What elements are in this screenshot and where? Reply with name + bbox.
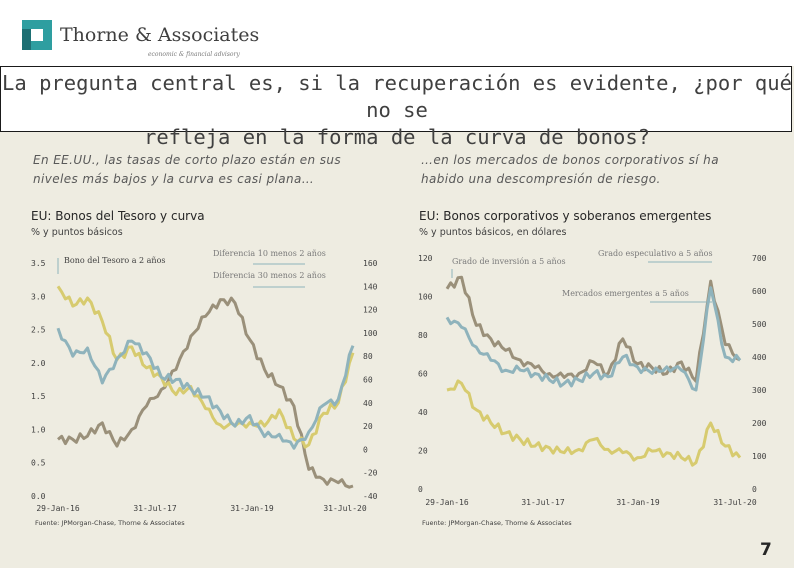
left-commentary: En EE.UU., las tasas de corto plazo está… [33, 151, 341, 189]
y-left-tick-label: 3.0 [31, 292, 46, 301]
y-left-tick-label: 80 [418, 331, 428, 340]
y-right-tick-label: 700 [752, 254, 767, 263]
y-right-tick-label: 100 [363, 329, 378, 338]
y-left-tick-label: 60 [418, 370, 428, 379]
right-chart-title: EU: Bonos corporativos y soberanos emerg… [419, 209, 712, 223]
y-left-tick-label: 2.5 [31, 326, 46, 335]
y-left-tick-label: 3.5 [31, 259, 46, 268]
x-tick-label: 31-Jul-17 [133, 504, 177, 513]
y-right-tick-label: 40 [363, 399, 373, 408]
series-label-1: Grado de inversión a 5 años [452, 257, 566, 266]
right-commentary: …en los mercados de bonos corporativos s… [421, 151, 719, 189]
header-band [0, 0, 794, 66]
left-chart-subtitle: % y puntos básicos [31, 227, 123, 238]
left-chart-source: Fuente: JPMorgan-Chase, Thorne & Associa… [35, 519, 185, 527]
x-tick-label: 31-Jan-19 [616, 498, 660, 507]
x-tick-label: 29-Jan-16 [425, 498, 469, 507]
left-commentary-line-2: niveles más bajos y la curva es casi pla… [33, 172, 315, 186]
y-left-tick-label: 20 [418, 447, 428, 456]
y-right-tick-label: -20 [363, 469, 378, 478]
right-chart-subtitle: % y puntos básicos, en dólares [419, 227, 567, 238]
series-line-3 [445, 286, 742, 392]
x-tick-label: 29-Jan-16 [36, 504, 80, 513]
page-number: 7 [760, 540, 772, 560]
x-tick-label: 31-Jul-20 [323, 504, 367, 513]
y-right-tick-label: 0 [752, 485, 757, 494]
right-chart-source: Fuente: JPMorgan-Chase, Thorne & Associa… [422, 519, 572, 527]
series-label-1: Bono del Tesoro a 2 años [64, 256, 166, 265]
right-commentary-line-1: …en los mercados de bonos corporativos s… [421, 153, 719, 167]
y-right-tick-label: 60 [363, 376, 373, 385]
y-left-tick-label: 0.5 [31, 459, 46, 468]
right-commentary-line-2: habido una descompresión de riesgo. [421, 172, 661, 186]
brand-tagline: economic & financial advisory [148, 51, 240, 58]
x-tick-label: 31-Jan-19 [230, 504, 274, 513]
y-left-tick-label: 100 [418, 293, 433, 302]
y-left-tick-label: 0 [418, 485, 423, 494]
x-tick-label: 31-Jul-17 [521, 498, 565, 507]
y-right-tick-label: 600 [752, 287, 767, 296]
left-chart-title: EU: Bonos del Tesoro y curva [31, 209, 205, 223]
series-label-3: Mercados emergentes a 5 años [562, 289, 689, 298]
series-line-3 [56, 327, 355, 450]
y-right-tick-label: 300 [752, 386, 767, 395]
y-right-tick-label: 80 [363, 352, 373, 361]
left-commentary-line-1: En EE.UU., las tasas de corto plazo está… [33, 153, 342, 167]
y-right-tick-label: 160 [363, 259, 378, 268]
series-line-2 [56, 285, 355, 449]
y-left-tick-label: 1.0 [31, 425, 46, 434]
y-right-tick-label: 120 [363, 306, 378, 315]
y-right-tick-label: 100 [752, 452, 767, 461]
y-right-tick-label: 400 [752, 353, 767, 362]
series-label-2: Grado especulativo a 5 años [598, 249, 713, 258]
y-left-tick-label: 120 [418, 254, 433, 263]
y-right-tick-label: -40 [363, 492, 378, 501]
slide-title-line-1: La pregunta central es, si la recuperaci… [2, 71, 792, 122]
brand-name: Thorne & Associates [60, 24, 260, 46]
series-label-3: Diferencia 30 menos 2 años [213, 271, 326, 280]
y-right-tick-label: 500 [752, 320, 767, 329]
slide-title-line-2: refleja en la forma de la curva de bonos… [143, 125, 651, 149]
y-left-tick-label: 40 [418, 408, 428, 417]
y-left-tick-label: 1.5 [31, 392, 46, 401]
y-right-tick-label: 20 [363, 422, 373, 431]
y-left-tick-label: 2.0 [31, 359, 46, 368]
slide-title: La pregunta central es, si la recuperaci… [0, 70, 794, 151]
y-right-tick-label: 200 [752, 419, 767, 428]
series-label-2: Diferencia 10 menos 2 años [213, 249, 326, 258]
series-line-2 [446, 379, 742, 467]
x-tick-label: 31-Jul-20 [713, 498, 757, 507]
series-line-1 [445, 275, 741, 383]
y-right-tick-label: 0 [363, 445, 368, 454]
y-left-tick-label: 0.0 [31, 492, 46, 501]
title-box [0, 66, 792, 132]
logo-mark-icon [22, 20, 52, 50]
y-right-tick-label: 140 [363, 282, 378, 291]
